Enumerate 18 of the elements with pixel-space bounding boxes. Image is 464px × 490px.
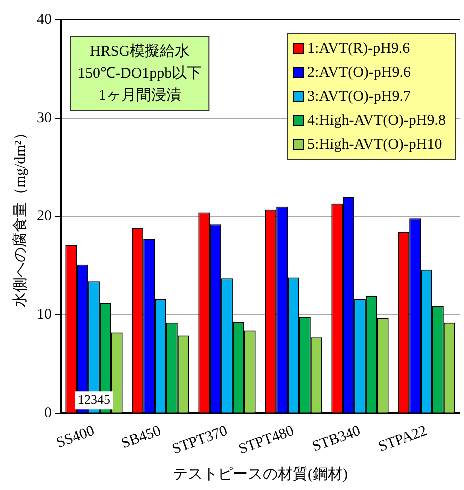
y-tick-label: 30 [37, 110, 52, 126]
x-tick-label: STPA22 [376, 423, 430, 456]
x-tick-label: STB340 [310, 423, 363, 456]
legend-label: 2:AVT(O)-pH9.6 [308, 64, 412, 81]
legend-label: 1:AVT(R)-pH9.6 [308, 40, 411, 57]
annotation: HRSG模擬給水 150℃-DO1ppb以下 1ヶ月間浸漬 [78, 42, 202, 104]
y-axis-title: 水側への腐食量（mg/dm²） [12, 126, 29, 308]
y-tick-label: 20 [37, 208, 52, 225]
y-tick-label: 10 [37, 307, 52, 323]
legend-label: 4:High-AVT(O)-pH9.8 [308, 112, 446, 129]
y-tick-label: 0 [44, 405, 52, 422]
x-axis-title: テストピースの材質(鋼材) [173, 466, 348, 483]
x-tick-label: SS400 [54, 423, 97, 452]
legend-label: 5:High-AVT(O)-pH10 [308, 136, 442, 153]
y-tick-label: 40 [37, 12, 52, 28]
x-tick-label: SB450 [120, 423, 164, 452]
annotation: 12345 [78, 392, 110, 408]
legend-label: 3:AVT(O)-pH9.7 [308, 88, 412, 105]
